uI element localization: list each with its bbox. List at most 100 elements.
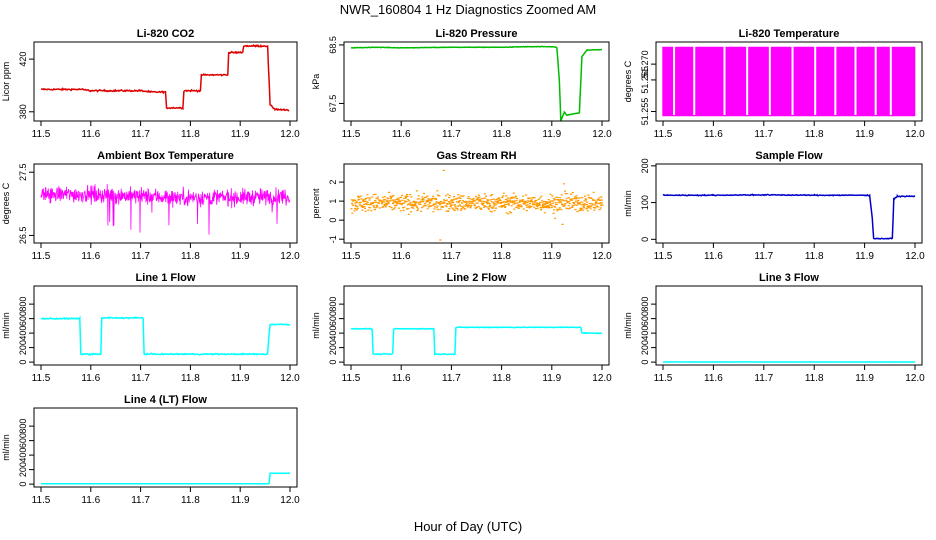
trace-gap [854, 44, 857, 115]
y-tick-label: -1 [328, 235, 338, 243]
x-tick-label: 11.7 [131, 495, 150, 506]
y-tick-label: 800 [18, 419, 28, 434]
y-tick-label: 26.5 [18, 227, 28, 245]
x-tick-label: 11.5 [342, 251, 361, 262]
series-line [40, 315, 291, 356]
y-tick-label: 600 [328, 311, 338, 326]
panel-1: Li-820 Pressure kPa 11.5 11.6 11.7 11.8 11.9 12… [311, 28, 612, 140]
x-tick-label: 11.8 [492, 251, 511, 262]
panel-data [40, 43, 290, 112]
rh-points [350, 169, 604, 241]
panel-frame [343, 163, 610, 244]
panel-frame [33, 41, 298, 122]
y-tick-label: 0 [328, 360, 338, 365]
y-tick-label: 200 [640, 340, 650, 355]
x-tick-label: 12.0 [905, 373, 925, 384]
trace-gap [791, 44, 794, 115]
x-tick-label: 11.6 [392, 251, 411, 262]
panel-frame [655, 163, 923, 244]
trace-gap [814, 44, 817, 115]
y-tick-label: 51.255 [640, 98, 650, 126]
x-tick-label: 11.8 [181, 495, 200, 506]
x-tick-label: 11.5 [32, 373, 51, 384]
x-tick-label: 11.9 [855, 129, 874, 140]
x-tick-label: 12.0 [280, 129, 300, 140]
x-tick-label: 11.6 [704, 373, 723, 384]
panel-frame [33, 163, 298, 244]
x-tick-label: 11.7 [754, 251, 773, 262]
x-tick-label: 11.9 [231, 251, 250, 262]
y-tick-label: 800 [328, 297, 338, 312]
panel-7: Line 2 Flow ml/min 11.5 11.6 11.7 11.8 11.9 12.… [311, 272, 612, 384]
panel-title: Line 4 (LT) Flow [124, 394, 207, 406]
x-tick-label: 11.7 [442, 129, 461, 140]
panel-5: Sample Flow ml/min 11.5 11.6 11.7 11.8 11.9 12.… [623, 150, 925, 262]
trace-gap [693, 44, 696, 115]
trace-gap [834, 44, 837, 115]
panel-y-axis-label: percent [311, 188, 321, 219]
y-tick-label: 400 [18, 326, 28, 341]
panel-2: Li-820 Temperature degrees C 11.5 11.6 11.7 1… [623, 28, 925, 140]
panels: Li-820 CO2 Licor ppm 11.5 11.6 11.7 11.8 11.9 1… [1, 28, 925, 506]
y-tick-label: 400 [18, 448, 28, 463]
panel-title: Li-820 CO2 [137, 28, 194, 40]
panel-3: Ambient Box Temperature degrees C 11.5 11.6… [1, 150, 300, 262]
x-tick-label: 11.5 [32, 495, 51, 506]
x-tick-label: 11.8 [492, 373, 511, 384]
y-tick-label: 600 [18, 311, 28, 326]
y-tick-label: 200 [328, 340, 338, 355]
temperature-trace [662, 46, 916, 117]
x-tick-label: 12.0 [280, 373, 300, 384]
trace-gap [768, 44, 771, 115]
x-tick-label: 11.6 [392, 129, 411, 140]
x-tick-label: 11.7 [131, 373, 150, 384]
trace-gap [889, 44, 892, 115]
x-tick-label: 11.8 [805, 373, 824, 384]
ambient-temperature-trace [40, 184, 291, 235]
panel-title: Li-820 Pressure [436, 28, 518, 40]
x-tick-label: 11.5 [32, 129, 51, 140]
panel-4: Gas Stream RH percent 11.5 11.6 11.7 11.8 11.9… [311, 150, 612, 262]
panel-y-axis-label: ml/min [311, 312, 321, 339]
panel-y-axis-label: ml/min [1, 312, 11, 339]
series-line [350, 45, 602, 121]
panel-6: Line 1 Flow ml/min 11.5 11.6 11.7 11.8 11.9 12.… [1, 272, 300, 384]
panel-data [350, 169, 604, 241]
x-tick-label: 11.7 [131, 129, 150, 140]
x-tick-label: 11.5 [654, 251, 673, 262]
x-tick-label: 11.6 [392, 373, 411, 384]
series-line [40, 43, 290, 112]
panel-data [40, 315, 291, 356]
x-tick-label: 12.0 [592, 373, 612, 384]
trace-gap [746, 44, 749, 115]
panel-data [40, 184, 291, 235]
series-line [662, 193, 916, 240]
panel-frame [343, 41, 610, 122]
series-line [350, 325, 603, 356]
trace-gap [723, 44, 726, 115]
panel-data [350, 325, 603, 356]
y-tick-label: 100 [640, 195, 650, 210]
y-tick-label: 800 [640, 297, 650, 312]
series-line [41, 472, 290, 485]
y-tick-label: 0 [328, 218, 338, 223]
y-tick-label: 200 [640, 158, 650, 173]
panel-y-axis-label: ml/min [623, 190, 633, 217]
panel-data [662, 44, 916, 117]
x-tick-label: 11.6 [81, 129, 100, 140]
panel-frame [343, 285, 610, 366]
y-tick-label: 0 [18, 360, 28, 365]
x-tick-label: 11.6 [704, 251, 723, 262]
x-tick-label: 11.6 [81, 373, 100, 384]
x-tick-label: 11.9 [542, 251, 561, 262]
y-tick-label: 67.5 [328, 95, 338, 113]
y-tick-label: 51.270 [640, 50, 650, 78]
trace-gap [673, 44, 676, 115]
y-tick-label: 51.265 [640, 66, 650, 94]
x-tick-label: 11.6 [704, 129, 723, 140]
figure-title: NWR_160804 1 Hz Diagnostics Zoomed AM [340, 2, 597, 17]
panel-frame [33, 407, 298, 488]
y-tick-label: 380 [18, 104, 28, 119]
x-tick-label: 11.9 [542, 373, 561, 384]
